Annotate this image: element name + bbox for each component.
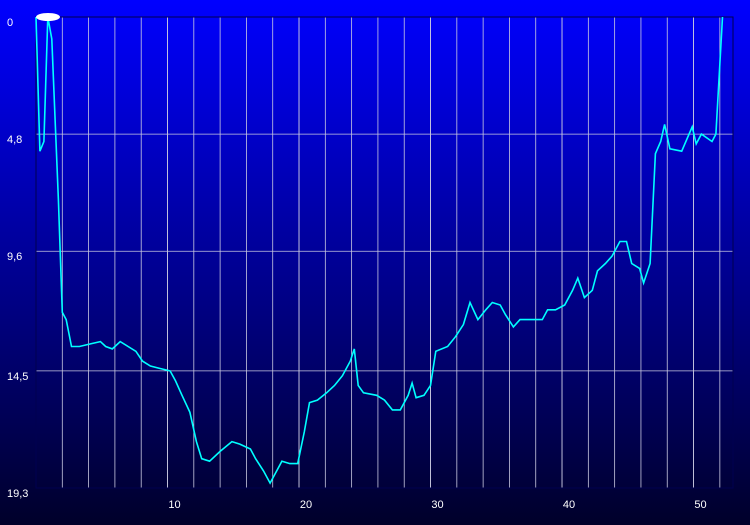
- y-tick-label: 0: [7, 17, 13, 29]
- x-tick-label: 40: [563, 499, 575, 511]
- y-tick-label: 4,8: [7, 134, 22, 146]
- x-tick-label: 50: [694, 499, 706, 511]
- x-tick-label: 20: [300, 499, 312, 511]
- y-tick-label: 14,5: [7, 371, 28, 383]
- plot-frame: [35, 16, 734, 489]
- y-tick-label: 19,3: [7, 488, 28, 500]
- y-tick-label: 9,6: [7, 251, 22, 263]
- plot: [35, 16, 724, 485]
- x-tick-label: 10: [168, 499, 180, 511]
- x-tick-label: 30: [431, 499, 443, 511]
- boat-icon: [36, 13, 60, 21]
- dive-profile-line: [35, 16, 724, 485]
